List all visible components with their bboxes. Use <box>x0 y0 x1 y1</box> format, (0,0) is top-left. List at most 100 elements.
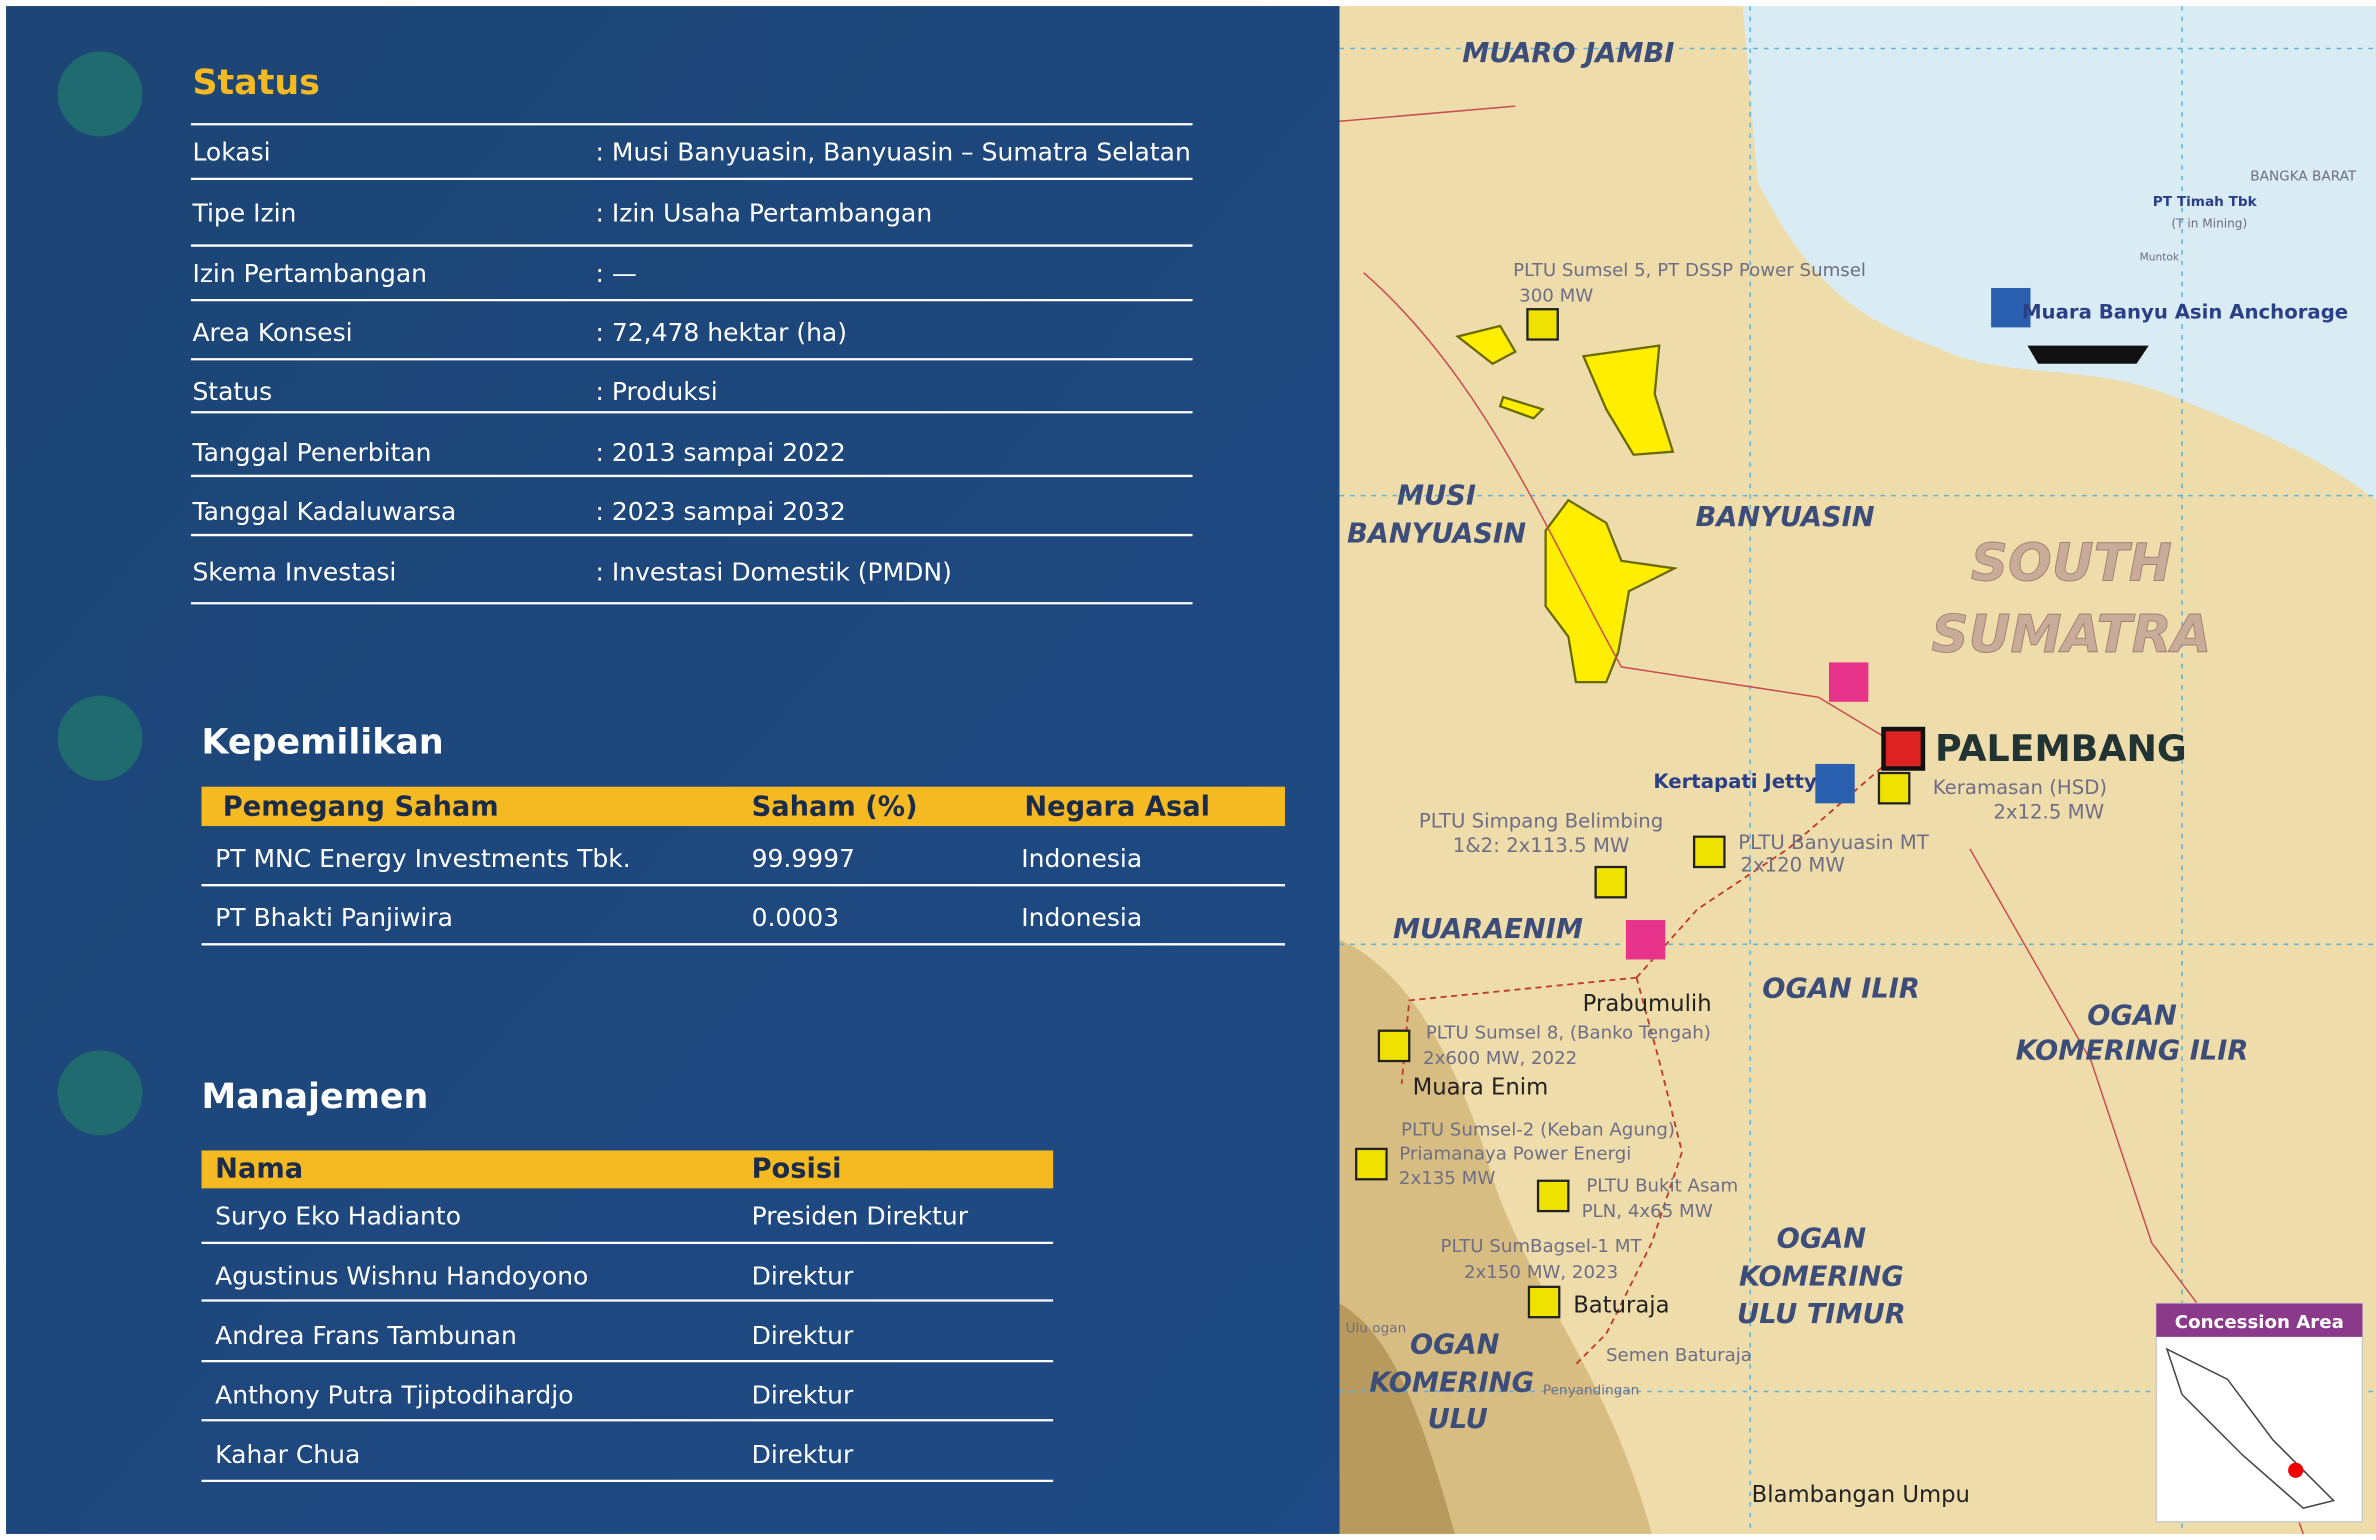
map <box>1339 6 2376 1535</box>
sea <box>1742 6 2376 501</box>
map-label: PLTU Sumsel 5, PT DSSP Power Sumsel <box>1513 260 1866 281</box>
table-cell: Andrea Frans Tambunan <box>215 1321 517 1350</box>
field-value: : Musi Banyuasin, Banyuasin – Sumatra Se… <box>596 138 1191 167</box>
map-label: ULU <box>1428 1404 1488 1435</box>
power-icon <box>1594 865 1628 899</box>
map-label: MUARAENIM <box>1393 914 1583 945</box>
section-icon <box>57 1050 143 1136</box>
power-icon <box>1527 1285 1561 1319</box>
map-label: SOUTH <box>1971 534 2172 594</box>
map-label: Penyandingan <box>1543 1382 1639 1398</box>
map-label: Prabumulih <box>1583 991 1712 1017</box>
map-label: PLTU Bukit Asam <box>1586 1175 1738 1196</box>
column-header: Posisi <box>752 1154 842 1185</box>
table-cell: Indonesia <box>1021 844 1142 873</box>
field-label: Status <box>192 377 272 406</box>
inset-title: Concession Area <box>2175 1312 2344 1333</box>
power-icon <box>1355 1147 1388 1181</box>
map-label: 1&2: 2x113.5 MW <box>1453 834 1630 857</box>
map-label: Priamanaya Power Energi <box>1399 1144 1631 1165</box>
map-label: BANGKA BARAT <box>2250 168 2357 184</box>
table-cell: Presiden Direktur <box>752 1202 969 1231</box>
map-label: OGAN ILIR <box>1762 973 1920 1004</box>
table-cell: Anthony Putra Tjiptodihardjo <box>215 1380 573 1409</box>
mountain <box>1339 1303 1455 1534</box>
map-label: Ulu ogan <box>1346 1320 1407 1336</box>
column-header: Negara Asal <box>1024 791 1210 822</box>
table-cell: PT Bhakti Panjiwira <box>215 903 453 932</box>
map-label: BANYUASIN <box>1696 502 1875 533</box>
map-label: Kertapati Jetty <box>1653 770 1817 793</box>
power-icon <box>1526 308 1559 341</box>
field-label: Izin Pertambangan <box>192 259 427 288</box>
map-label: 2x135 MW <box>1399 1168 1495 1189</box>
map-label: OGAN <box>1777 1223 1867 1254</box>
power-icons <box>1355 308 1911 1319</box>
map-label: 2x12.5 MW <box>1993 801 2104 824</box>
table-cell: Suryo Eko Hadianto <box>215 1202 461 1231</box>
map-label: 2x600 MW, 2022 <box>1423 1048 1577 1069</box>
column-header: Pemegang Saham <box>223 791 499 822</box>
map-label: PLN, 4x65 MW <box>1582 1201 1713 1222</box>
field-label: Tanggal Kadaluwarsa <box>191 497 456 526</box>
road <box>1400 749 1903 1365</box>
map-label: 2x120 MW <box>1740 854 1844 877</box>
inset-header <box>2156 1303 2363 1337</box>
field-value: : Izin Usaha Pertambangan <box>596 198 933 227</box>
concession-area <box>1455 324 1679 684</box>
highland <box>1339 939 1652 1534</box>
table-cell: Direktur <box>752 1321 854 1350</box>
table-header <box>201 1150 1054 1189</box>
map-label: Keramasan (HSD) <box>1933 776 2107 799</box>
map-label: 2x150 MW, 2023 <box>1464 1262 1618 1283</box>
map-label: ULU TIMUR <box>1737 1299 1906 1330</box>
table-cell: Direktur <box>752 1440 854 1469</box>
map-label: Muara Banyu Asin Anchorage <box>2022 300 2348 323</box>
port-icon <box>1991 287 2031 328</box>
power-icon <box>1536 1179 1570 1213</box>
field-value: : Produksi <box>596 377 718 406</box>
power-icon <box>1692 835 1726 869</box>
field-label: Tanggal Penerbitan <box>191 438 431 467</box>
map-label: OGAN <box>2087 1001 2177 1032</box>
field-label: Lokasi <box>192 138 270 167</box>
table-cell: Kahar Chua <box>215 1440 360 1469</box>
section-title: Status <box>192 63 319 103</box>
power-icon <box>1877 771 1911 805</box>
map-label: KOMERING <box>1369 1367 1534 1398</box>
left-panel <box>6 6 1340 1534</box>
ship-icon <box>2027 345 2149 364</box>
map-label: PLTU Simpang Belimbing <box>1419 810 1663 833</box>
table-cell: PT MNC Energy Investments Tbk. <box>215 844 631 873</box>
map-label: PLTU Sumsel 8, (Banko Tengah) <box>1426 1022 1711 1043</box>
airport-icon <box>1625 920 1666 960</box>
column-header: Saham (%) <box>752 791 918 822</box>
map-label: BANYUASIN <box>1347 519 1526 550</box>
map-label: Muntok <box>2140 252 2180 264</box>
map-label: KOMERING <box>1739 1261 1904 1292</box>
table-cell: 99.9997 <box>752 844 855 873</box>
field-value: : 2013 sampai 2022 <box>596 438 846 467</box>
section-title: Kepemilikan <box>202 722 444 762</box>
map-label: Semen Baturaja <box>1606 1345 1752 1366</box>
map-label: PLTU Banyuasin MT <box>1738 831 1929 854</box>
map-label: SUMATRA <box>1932 605 2212 665</box>
inset-dot <box>2288 1462 2304 1478</box>
city-marker <box>1881 726 1926 771</box>
section-icon <box>57 695 143 781</box>
port-icon <box>1815 763 1855 804</box>
map-label: PLTU SumBagsel-1 MT <box>1441 1236 1643 1257</box>
table-cell: Agustinus Wishnu Handoyono <box>215 1261 588 1290</box>
map-label: PALEMBANG <box>1935 727 2187 770</box>
column-header: Nama <box>215 1154 303 1185</box>
map-label: MUARO JAMBI <box>1462 38 1674 69</box>
map-label: MUSI <box>1397 481 1476 512</box>
field-value: : 2023 sampai 2032 <box>596 497 846 526</box>
map-label: OGAN <box>1410 1330 1500 1361</box>
map-label: Muara Enim <box>1413 1074 1549 1100</box>
map-label: (T in Mining) <box>2171 216 2247 230</box>
field-value: : — <box>596 259 637 288</box>
map-label: Baturaja <box>1573 1293 1669 1319</box>
field-label: Skema Investasi <box>192 558 396 587</box>
